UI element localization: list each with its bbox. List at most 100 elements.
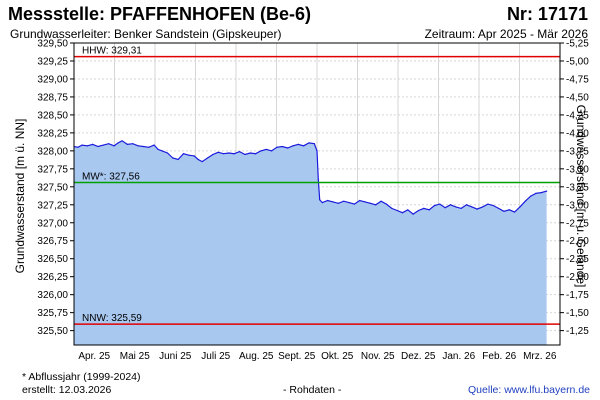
y-right-tick-label: -1,50	[566, 308, 589, 319]
y-tick-label: 325,75	[37, 308, 68, 319]
data-point	[508, 209, 510, 211]
y-tick-label: 327,00	[37, 218, 68, 229]
water-level-area	[74, 140, 547, 345]
x-tick-label: Feb. 26	[482, 351, 516, 362]
data-point	[353, 203, 355, 205]
data-point	[460, 207, 462, 209]
data-point	[81, 144, 83, 146]
x-tick-label: Juni 25	[159, 351, 192, 362]
y-axis-label-left: Grundwasserstand [m ü. NN]	[13, 119, 27, 274]
y-right-tick-label: -3,75	[566, 146, 589, 157]
data-point	[303, 145, 305, 147]
y-tick-label: 327,25	[37, 200, 68, 211]
data-point	[519, 206, 521, 208]
y-tick-label: 325,50	[37, 326, 68, 337]
y-tick-label: 329,00	[37, 74, 68, 85]
y-tick-label: 328,75	[37, 92, 68, 103]
footnote-abflussjahr: * Abflussjahr (1999-2024)	[22, 371, 141, 383]
data-point	[313, 143, 315, 145]
data-point	[276, 146, 278, 148]
data-point	[254, 153, 257, 155]
data-point	[193, 155, 195, 157]
data-point	[364, 201, 366, 203]
data-point	[132, 143, 134, 145]
y-right-tick-label: -4,75	[566, 74, 589, 85]
data-point	[540, 191, 542, 194]
y-right-tick-label: -1,25	[566, 326, 589, 337]
x-tick-label: Okt. 25	[321, 351, 354, 362]
data-point	[439, 203, 441, 205]
y-right-tick-label: -2,50	[566, 236, 589, 247]
y-right-tick-label: -4,50	[566, 92, 589, 103]
data-point	[233, 153, 235, 155]
data-point	[546, 190, 548, 192]
data-point	[92, 143, 94, 145]
y-tick-label: 328,50	[37, 110, 68, 121]
y-tick-label: 329,50	[37, 39, 68, 50]
y-tick-label: 326,25	[37, 272, 68, 283]
data-point	[188, 154, 190, 156]
data-point	[148, 146, 150, 148]
y-right-tick-label: -5,25	[566, 39, 589, 50]
data-point	[142, 145, 145, 148]
data-point	[471, 206, 473, 208]
x-tick-label: Juli 25	[201, 351, 230, 362]
data-point	[177, 158, 179, 161]
data-point	[423, 207, 425, 209]
data-point	[153, 144, 155, 146]
x-tick-label: Sept. 25	[278, 351, 316, 362]
data-point	[369, 202, 372, 204]
data-point	[465, 204, 468, 206]
created-date: erstellt: 12.03.2026	[22, 384, 112, 396]
x-axis: Apr. 25 Mai 25 Juni 25 Juli 25 Aug. 25 Sept. …	[78, 351, 556, 362]
data-point	[396, 209, 398, 212]
data-point	[428, 209, 430, 211]
data-point	[337, 202, 339, 204]
data-point	[292, 145, 294, 147]
data-point	[249, 152, 251, 154]
data-point	[137, 145, 139, 147]
data-point	[492, 204, 494, 207]
data-point	[514, 211, 516, 213]
data-point	[265, 148, 267, 151]
data-point	[327, 199, 329, 202]
data-point	[238, 150, 241, 153]
y-right-tick-label: -3,25	[566, 182, 589, 193]
x-tick-label: Aug. 25	[239, 351, 274, 362]
data-point	[503, 210, 505, 212]
source-link[interactable]: Quelle: www.lfu.bayern.de	[468, 384, 590, 396]
data-point	[166, 152, 169, 154]
data-point	[319, 199, 321, 201]
aquifer-label: Grundwasserleiter: Benker Sandstein (Gip…	[10, 27, 282, 41]
y-right-tick-label: -4,00	[566, 128, 589, 139]
data-point	[197, 158, 199, 161]
reference-lines: HHW: 329,31 MW*: 327,56 NNW: 325,59	[74, 46, 560, 325]
data-point	[455, 206, 457, 208]
data-point	[449, 204, 452, 206]
data-point	[308, 142, 310, 144]
data-point	[172, 157, 174, 159]
data-point	[77, 146, 79, 148]
data-point	[321, 202, 323, 204]
data-point	[530, 195, 532, 197]
data-point	[487, 203, 489, 205]
y-axis-left: 329,50 329,25 329,00 328,75 328,50 328,25 328,…	[37, 39, 74, 337]
y-tick-label: 327,50	[37, 182, 68, 193]
y-axis-label-right: Grundwasserstand [m u. Gelände]	[574, 105, 588, 288]
y-right-tick-label: -2,00	[566, 272, 589, 283]
data-point	[182, 153, 185, 155]
y-tick-label: 326,75	[37, 236, 68, 247]
data-point	[407, 209, 409, 211]
data-point	[228, 152, 230, 154]
data-point	[348, 202, 350, 204]
data-point	[102, 144, 104, 146]
y-tick-label: 326,00	[37, 290, 68, 301]
data-point	[316, 150, 318, 152]
data-point	[380, 200, 382, 202]
data-point	[161, 150, 163, 152]
y-tick-label: 328,00	[37, 146, 68, 157]
data-point	[206, 157, 209, 159]
data-point	[391, 207, 393, 209]
x-tick-label: Dez. 25	[401, 351, 436, 362]
